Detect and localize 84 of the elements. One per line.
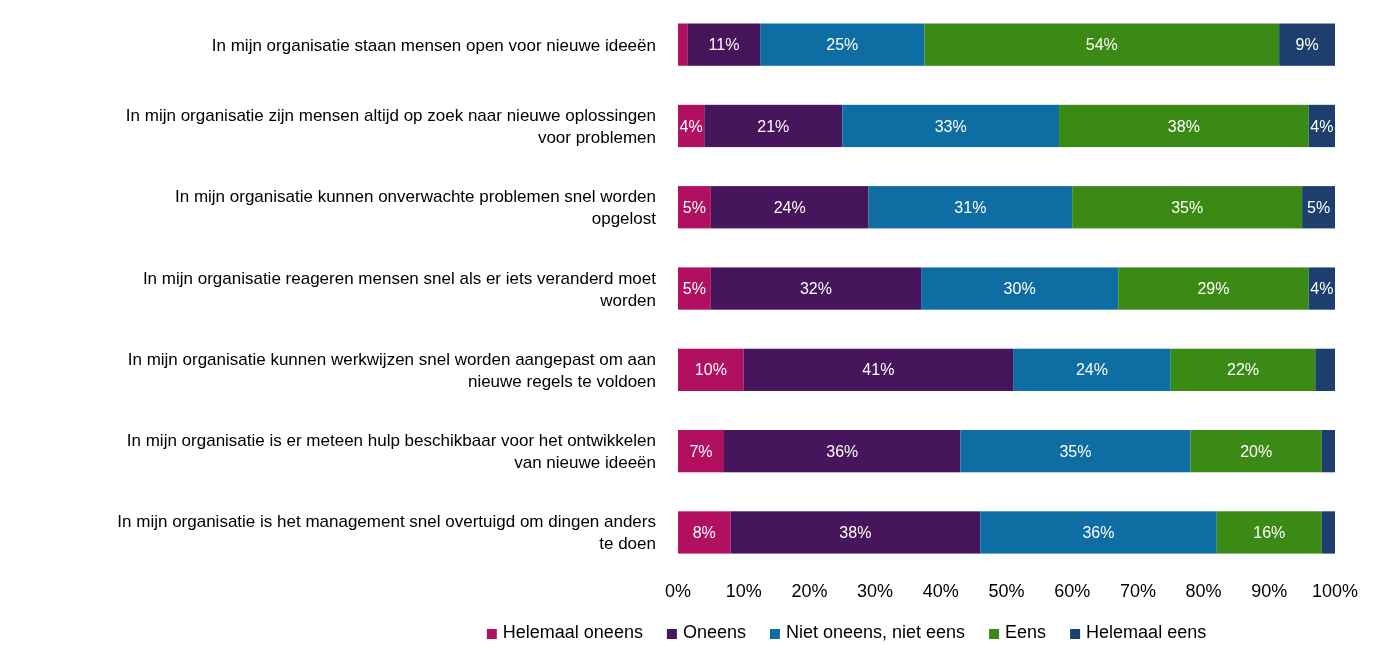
y-tick-label: In mijn organisatie kunnen werkwijzen snel worden aangepast om aan nieuwe regels te voldoen <box>127 349 656 391</box>
bar <box>723 430 961 473</box>
data-label: 33% <box>934 117 967 135</box>
bar <box>980 511 1217 554</box>
data-label: 24% <box>1075 361 1108 379</box>
x-tick-label: 80% <box>1185 580 1222 601</box>
bar <box>868 186 1073 229</box>
bar <box>743 348 1014 391</box>
bar <box>1072 186 1303 229</box>
y-tick-label: In mijn organisatie staan mensen open voor nieuwe ideeën <box>211 35 656 55</box>
legend-label: Niet oneens, niet eens <box>785 622 966 642</box>
bar <box>1190 430 1322 473</box>
x-tick-label: 10% <box>725 580 762 601</box>
x-tick-label: 50% <box>988 580 1025 601</box>
data-label: 11% <box>708 36 740 54</box>
x-tick-label: 70% <box>1119 580 1156 601</box>
data-label: 36% <box>826 442 859 460</box>
y-tick-label: In mijn organisatie zijn mensen altijd op zoek naar nieuwe oplossingen voor problemen <box>125 105 656 147</box>
data-label: 25% <box>826 36 859 54</box>
data-label: 5% <box>1307 198 1331 216</box>
data-label: 31% <box>954 198 987 216</box>
bar <box>1321 511 1335 554</box>
bar <box>921 267 1119 310</box>
bar <box>730 511 981 554</box>
bar <box>924 23 1280 66</box>
bar <box>960 430 1191 473</box>
bar <box>687 23 761 66</box>
bar <box>678 267 711 310</box>
data-label: 22% <box>1227 361 1260 379</box>
data-label: 29% <box>1197 280 1230 298</box>
bar <box>710 267 922 310</box>
bar <box>1118 267 1309 310</box>
bar <box>1059 104 1309 148</box>
bar <box>1321 430 1335 473</box>
data-label: 4% <box>1310 280 1334 298</box>
data-label: 38% <box>839 524 872 542</box>
data-label: 24% <box>773 198 806 216</box>
data-label: 41% <box>862 361 895 379</box>
legend-label: Oneens <box>682 622 746 642</box>
bar <box>678 23 688 66</box>
y-tick-label: In mijn organisatie is er meteen hulp beschikbaar voor het ontwikkelen van nieuwe ideeën <box>126 431 656 473</box>
data-label: 8% <box>692 524 716 542</box>
bar <box>710 186 869 229</box>
data-label: 4% <box>1310 117 1334 135</box>
data-label: 35% <box>1171 198 1204 216</box>
x-tick-label: 20% <box>791 580 828 601</box>
legend-label: Helemaal eens <box>1086 622 1207 642</box>
bar <box>1315 348 1335 391</box>
data-label: 4% <box>679 117 703 135</box>
x-tick-label: 100% <box>1311 580 1359 601</box>
x-tick-label: 90% <box>1251 580 1288 601</box>
data-label: 10% <box>694 361 727 379</box>
data-label: 30% <box>1003 280 1036 298</box>
data-label: 9% <box>1295 36 1319 54</box>
data-label: 38% <box>1167 117 1200 135</box>
data-label: 20% <box>1240 442 1273 460</box>
data-label: 32% <box>799 280 832 298</box>
bar <box>842 104 1060 148</box>
bar <box>1013 348 1171 391</box>
y-tick-label: In mijn organisatie is het management snel overtuigd om dingen anders te doen <box>117 512 656 554</box>
bar <box>678 511 731 554</box>
data-label: 16% <box>1253 524 1286 542</box>
data-label: 54% <box>1085 36 1118 54</box>
bar <box>678 348 744 391</box>
bar <box>1170 348 1316 391</box>
x-tick-label: 60% <box>1054 580 1091 601</box>
legend-label: Helemaal oneens <box>502 622 643 642</box>
y-tick-label: In mijn organisatie reageren mensen snel als er iets veranderd moet worden <box>142 268 657 310</box>
data-label: 35% <box>1059 442 1092 460</box>
bar <box>678 430 724 473</box>
bar <box>1279 23 1336 66</box>
data-label: 7% <box>689 442 713 460</box>
data-label: 5% <box>682 198 706 216</box>
bar <box>1216 511 1322 554</box>
data-label: 5% <box>682 280 706 298</box>
x-tick-label: 0% <box>664 580 692 601</box>
data-label: 21% <box>757 117 790 135</box>
bar <box>760 23 925 66</box>
x-tick-label: 40% <box>922 580 959 601</box>
bar <box>704 104 843 148</box>
data-label: 36% <box>1082 524 1115 542</box>
y-tick-label: In mijn organisatie kunnen onverwachte problemen snel worden opgelost <box>174 187 657 229</box>
legend-label: Eens <box>1005 622 1047 642</box>
x-tick-label: 30% <box>857 580 894 601</box>
